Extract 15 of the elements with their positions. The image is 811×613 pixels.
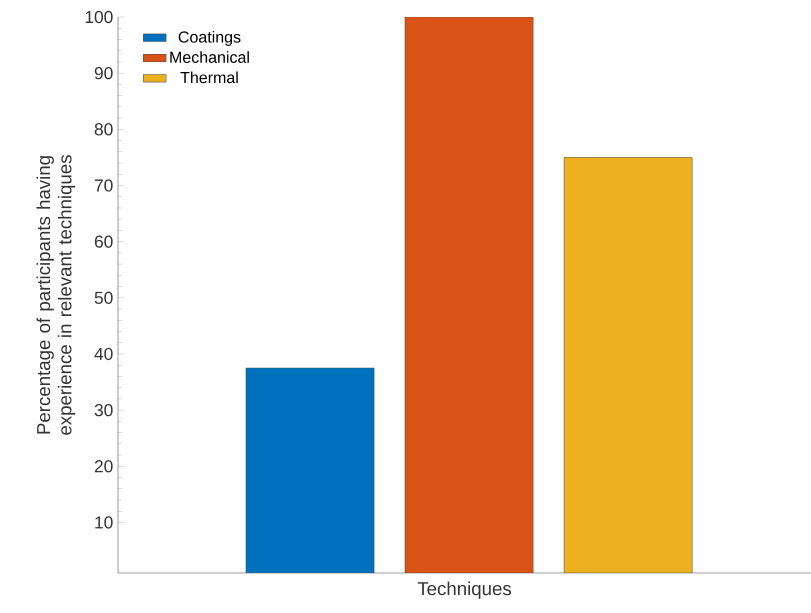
y-tick-label: 40 [94,348,113,360]
y-tick-label: 100 [86,10,113,24]
y-tick-label: 50 [94,292,113,304]
x-axis-title: Techniques [418,582,512,599]
y-tick-label: 20 [94,460,113,472]
y-tick-label: 80 [94,123,113,136]
y-tick-label: 30 [94,404,113,416]
legend-label: Thermal [180,71,238,84]
y-tick-label: 10 [95,516,113,529]
y-axis-title: Percentage of participants having experience in relevant techniques [36,155,76,435]
y-tick-label: 70 [94,179,113,192]
y-tick-label: 60 [94,236,113,248]
legend-label: Coatings [178,30,240,46]
y-tick-label: 90 [94,67,113,80]
legend-label: Mechanical [170,51,249,63]
